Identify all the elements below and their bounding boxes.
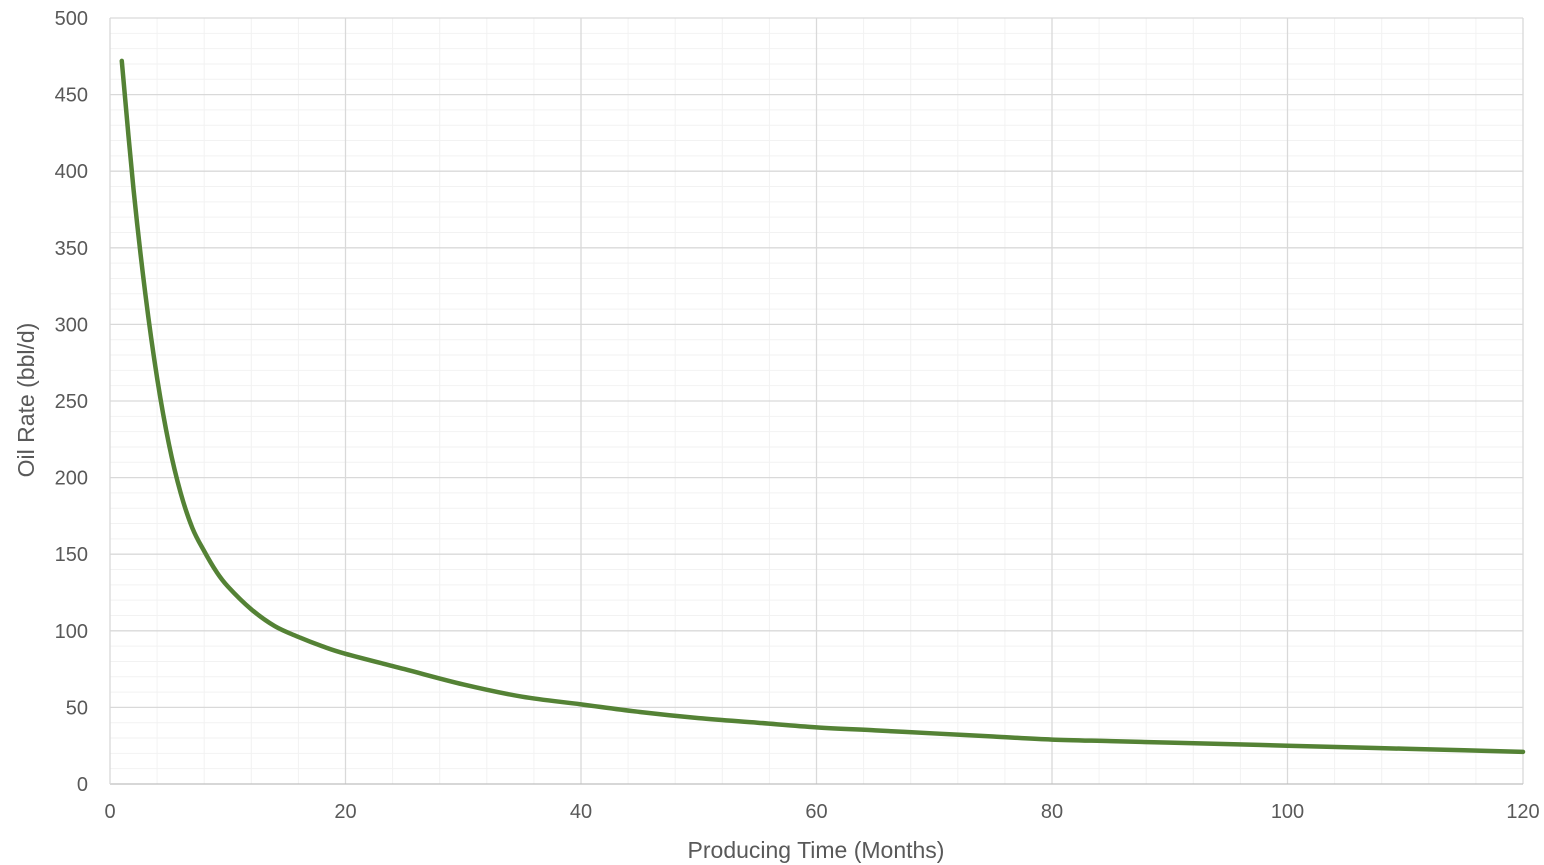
major-gridlines — [110, 17, 1524, 784]
x-tick-label: 120 — [1506, 801, 1539, 823]
y-tick-labels: 0 50 100 150 200 250 300 350 400 450 500 — [55, 8, 88, 796]
y-tick-label: 450 — [55, 85, 88, 107]
x-tick-label: 40 — [570, 801, 592, 823]
y-tick-label: 150 — [55, 544, 88, 566]
y-tick-label: 350 — [55, 238, 88, 260]
y-tick-label: 100 — [55, 621, 88, 643]
x-tick-labels: 0 20 40 60 80 100 120 — [104, 801, 1539, 823]
oil-rate-line — [119, 58, 1526, 755]
x-axis-title: Producing Time (Months) — [688, 837, 945, 863]
y-tick-label: 250 — [55, 391, 88, 413]
x-tick-label: 60 — [805, 801, 827, 823]
series-group — [119, 58, 1526, 755]
y-axis-title: Oil Rate (bbl/d) — [13, 323, 39, 478]
y-tick-label: 300 — [55, 314, 88, 336]
plot-axes — [109, 18, 1523, 785]
y-tick-label: 0 — [77, 774, 88, 796]
x-tick-label: 100 — [1271, 801, 1304, 823]
x-tick-label: 20 — [334, 801, 356, 823]
y-tick-label: 200 — [55, 468, 88, 490]
x-tick-label: 0 — [104, 801, 115, 823]
x-tick-label: 80 — [1041, 801, 1063, 823]
y-tick-label: 50 — [66, 697, 88, 719]
y-tick-label: 500 — [55, 8, 88, 30]
y-tick-label: 400 — [55, 161, 88, 183]
